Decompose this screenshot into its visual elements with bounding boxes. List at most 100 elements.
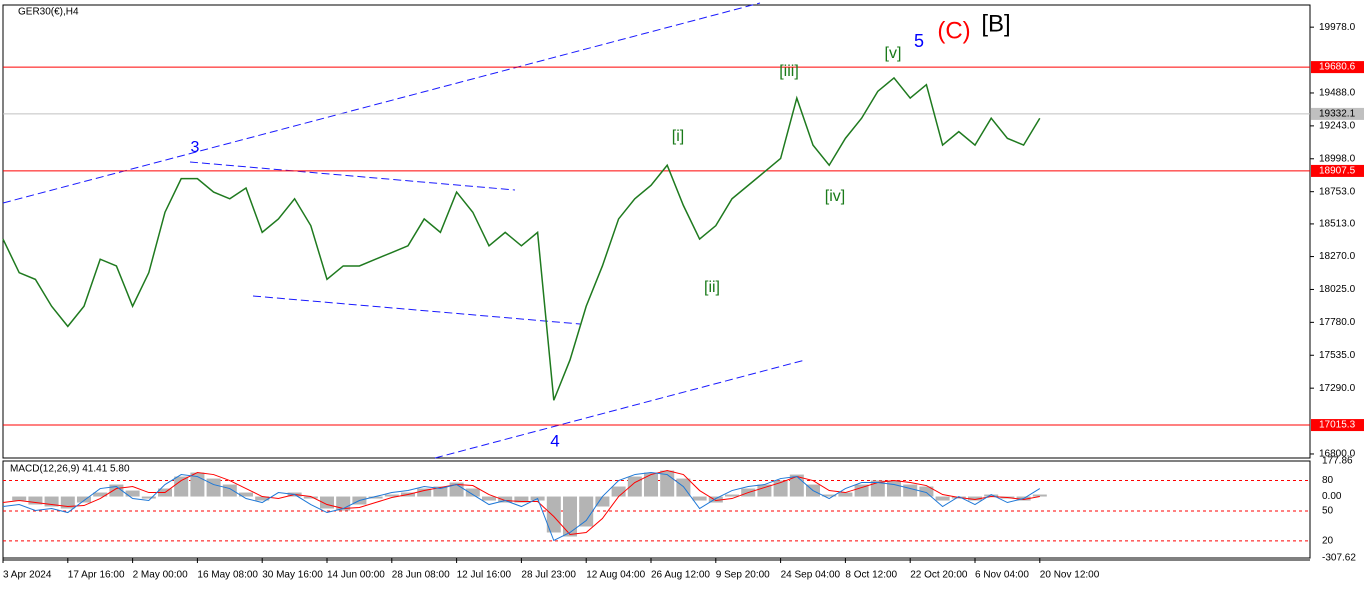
- macd-bar: [368, 496, 383, 499]
- wave-label: [ii]: [704, 279, 720, 296]
- trendline: [434, 359, 806, 459]
- macd-bar: [708, 496, 723, 503]
- macd-bar: [93, 492, 108, 497]
- macd-bar: [1032, 494, 1047, 497]
- x-tick-label: 6 Nov 04:00: [975, 570, 1029, 581]
- level-tag: [1311, 164, 1364, 177]
- wave-label: [iv]: [825, 188, 845, 205]
- macd-bar: [563, 496, 577, 537]
- x-tick-label: 30 May 16:00: [262, 570, 323, 581]
- macd-bar: [239, 492, 253, 497]
- wave-label: 3: [191, 139, 200, 156]
- x-tick-label: 3 Apr 2024: [3, 570, 52, 581]
- macd-bar: [60, 496, 75, 509]
- level-label: 17015.3: [1319, 420, 1356, 431]
- macd-tick-label: 50: [1322, 506, 1334, 517]
- x-tick-label: 8 Oct 12:00: [845, 570, 897, 581]
- macd-tick-label: -307.62: [1322, 553, 1356, 564]
- x-tick-label: 9 Sep 20:00: [716, 570, 770, 581]
- y-tick-label: 18025.0: [1319, 284, 1356, 295]
- x-tick-label: 16 May 08:00: [197, 570, 258, 581]
- macd-tick-label: 80: [1322, 475, 1334, 486]
- y-tick-label: 18753.0: [1319, 186, 1356, 197]
- macd-bar: [822, 494, 837, 497]
- macd-bar: [757, 484, 772, 497]
- macd-bar: [838, 492, 853, 497]
- x-tick-label: 22 Oct 20:00: [910, 570, 968, 581]
- macd-bar: [12, 496, 27, 501]
- x-tick-label: 12 Jul 16:00: [457, 570, 512, 581]
- macd-bar: [417, 488, 432, 497]
- macd-bar: [320, 496, 334, 509]
- macd-bar: [125, 490, 140, 497]
- macd-bar: [303, 496, 318, 499]
- price-line: [2, 76, 1041, 401]
- y-tick-label: 17290.0: [1319, 383, 1356, 394]
- y-tick-label: 19243.0: [1319, 121, 1356, 132]
- macd-bar: [579, 496, 594, 527]
- macd-bar: [595, 496, 610, 507]
- macd-bar: [206, 478, 221, 497]
- y-tick-label: 18998.0: [1319, 153, 1356, 164]
- macd-bar: [141, 496, 156, 499]
- x-tick-label: 28 Jul 23:00: [521, 570, 576, 581]
- level-label: 19332.1: [1319, 109, 1356, 120]
- wave-label: [iii]: [779, 63, 799, 80]
- macd-bar: [174, 476, 189, 497]
- x-tick-label: 12 Aug 04:00: [586, 570, 645, 581]
- wave-label: 5: [914, 31, 924, 51]
- y-tick-label: 19978.0: [1319, 22, 1356, 33]
- y-tick-label: 18270.0: [1319, 251, 1356, 262]
- macd-tick-label: 0.00: [1322, 491, 1342, 502]
- macd-bar: [644, 472, 658, 497]
- macd-bar: [433, 486, 448, 497]
- macd-bar: [28, 496, 43, 505]
- trendline: [2, 2, 761, 204]
- wave-label: [B]: [981, 10, 1010, 37]
- x-tick-label: 17 Apr 16:00: [68, 570, 125, 581]
- y-tick-label: 19488.0: [1319, 88, 1356, 99]
- level-label: 19680.6: [1319, 62, 1356, 73]
- macd-bar: [725, 494, 739, 497]
- wave-label: [i]: [672, 128, 684, 145]
- macd-bar: [692, 496, 707, 501]
- macd-bar: [854, 484, 869, 497]
- macd-bar: [919, 486, 934, 497]
- trendline: [189, 161, 516, 191]
- macd-bar: [222, 484, 237, 497]
- macd-bar: [887, 480, 901, 497]
- price-panel: [2, 4, 1311, 459]
- macd-bar: [514, 496, 529, 503]
- trendline: [252, 295, 581, 325]
- macd-bar: [482, 496, 496, 501]
- wave-label: [v]: [885, 45, 902, 62]
- macd-bar: [498, 496, 513, 503]
- chart-title: GER30(€),H4: [18, 7, 79, 18]
- x-tick-label: 2 May 00:00: [133, 570, 188, 581]
- level-tag: [1311, 107, 1364, 120]
- macd-title: MACD(12,26,9) 41.41 5.80: [10, 464, 130, 475]
- level-tag: [1311, 419, 1364, 432]
- x-tick-label: 14 Jun 00:00: [327, 570, 385, 581]
- macd-bar: [968, 496, 982, 501]
- y-tick-label: 17535.0: [1319, 350, 1356, 361]
- macd-bar: [984, 494, 999, 497]
- x-tick-label: 20 Nov 12:00: [1040, 570, 1100, 581]
- x-tick-label: 26 Aug 12:00: [651, 570, 710, 581]
- macd-line: [2, 472, 1041, 542]
- macd-bar: [465, 488, 480, 497]
- x-tick-label: 28 Jun 08:00: [392, 570, 450, 581]
- macd-bar: [44, 496, 59, 507]
- level-tag: [1311, 61, 1364, 74]
- macd-bar: [255, 496, 270, 501]
- wave-label: (C): [937, 17, 970, 44]
- macd-bar: [627, 476, 642, 497]
- macd-bar: [109, 484, 124, 497]
- level-label: 18907.5: [1319, 166, 1356, 177]
- wave-label: 4: [550, 431, 559, 450]
- macd-bar: [611, 486, 626, 497]
- macd-tick-label: 177.86: [1322, 456, 1353, 467]
- macd-bar: [77, 496, 91, 503]
